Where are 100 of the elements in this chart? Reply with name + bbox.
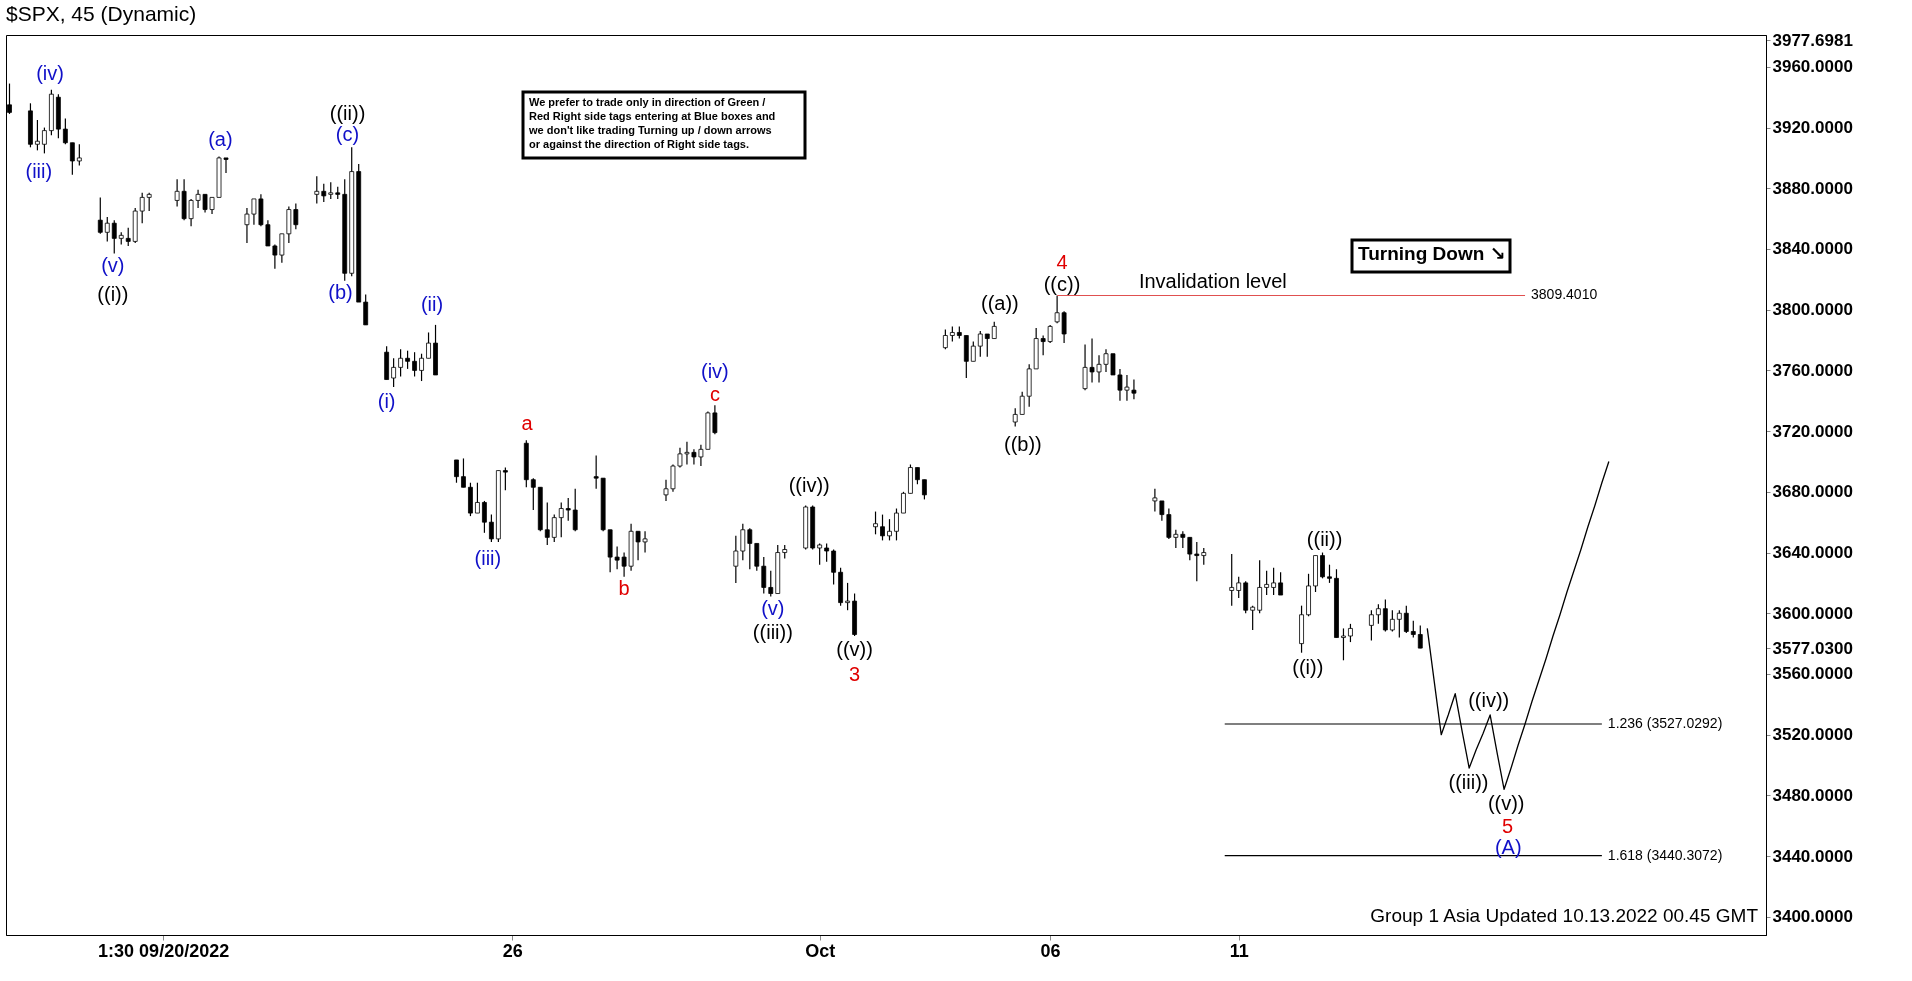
annotation: b — [618, 576, 630, 599]
candlestick — [530, 477, 536, 511]
candlestick — [1382, 598, 1388, 633]
y-tick-label: 3560.0000 — [1772, 664, 1853, 684]
y-tick-label: 3680.0000 — [1772, 482, 1853, 502]
annotation: 4 — [1056, 250, 1068, 273]
annotation: ((a)) — [980, 291, 1019, 314]
candlestick — [1327, 564, 1332, 584]
chart-title: $SPX, 45 (Dynamic) — [6, 2, 197, 26]
annotation: ((c)) — [1043, 273, 1081, 296]
annotation: (iii) — [25, 159, 53, 182]
annotation: We prefer to trade only in direction of Green / Red Right side tags entering at Blue boxes and we don't like trading Turning up / down arrows or against the direction of Right side tags. — [528, 96, 776, 150]
annotation: ((ii)) — [1306, 528, 1343, 551]
candlestick — [544, 501, 550, 546]
candlestick — [391, 357, 397, 388]
x-tick-label: 11 — [1229, 940, 1249, 961]
candlestick — [1417, 624, 1423, 649]
candlestick — [1019, 391, 1025, 416]
candlestick — [69, 142, 75, 176]
annotation: 3 — [849, 663, 861, 686]
annotation: (iv) — [701, 359, 729, 382]
ref-line-label: 3809.4010 — [1531, 286, 1598, 303]
y-tick-label: 3480.0000 — [1772, 785, 1853, 805]
candlestick — [314, 175, 320, 205]
annotation: (ii) — [420, 293, 444, 316]
annotation: Invalidation level — [1138, 270, 1287, 293]
candlestick — [558, 501, 564, 538]
y-tick-label: 3600.0000 — [1772, 603, 1853, 623]
annotation: (A) — [1494, 836, 1522, 859]
candlestick — [62, 117, 68, 145]
candlestick — [565, 497, 571, 522]
candlestick — [733, 535, 739, 584]
y-tick-label: 3800.0000 — [1772, 300, 1853, 320]
candlestick — [1229, 553, 1235, 607]
y-tick-label: 3960.0000 — [1772, 57, 1853, 77]
x-tick-label: 26 — [502, 940, 523, 961]
y-tick-label: 3577.0300 — [1772, 638, 1853, 658]
candlestick — [768, 570, 774, 598]
candlestick — [984, 333, 990, 358]
candlestick — [901, 491, 906, 514]
annotation: ((iii)) — [1448, 771, 1489, 794]
candlestick — [1250, 605, 1256, 631]
candlestick — [845, 582, 850, 611]
annotation: ((i)) — [97, 282, 129, 305]
y-tick-label: 3840.0000 — [1772, 239, 1853, 259]
ref-line-label: 1.618 (3440.3072) — [1607, 846, 1723, 863]
candlestick — [970, 340, 976, 362]
x-tick-label: Oct — [805, 940, 836, 961]
annotation: a — [521, 411, 534, 434]
candlestick — [1257, 559, 1263, 614]
annotation: Group 1 Asia Updated 10.13.2022 00.45 GMT — [1370, 905, 1759, 926]
candlestick — [454, 459, 459, 484]
annotation: (i) — [377, 390, 396, 413]
candlestick — [1369, 609, 1374, 642]
annotation: (v) — [101, 253, 125, 276]
candlestick — [1264, 570, 1270, 596]
candlestick — [1236, 576, 1242, 599]
candlestick — [426, 331, 431, 359]
annotation: ((i)) — [1292, 655, 1324, 678]
ref-line-label: 1.236 (3527.0292) — [1607, 714, 1723, 731]
y-tick-label: 3400.0000 — [1772, 907, 1853, 927]
y-tick-label: 3640.0000 — [1772, 543, 1853, 563]
candlestick — [1375, 603, 1381, 625]
y-tick-label: 3440.0000 — [1772, 846, 1853, 866]
candlestick — [747, 527, 753, 570]
x-tick-label: 1:30 09/20/2022 — [98, 940, 230, 961]
candlestick — [1278, 571, 1283, 596]
candlestick — [572, 488, 578, 532]
y-tick-label: 3520.0000 — [1772, 725, 1853, 745]
candlestick — [1341, 627, 1346, 661]
annotation: ((ii)) — [329, 101, 366, 124]
candlestick — [398, 348, 403, 378]
candlestick — [104, 216, 110, 243]
annotation: 5 — [1502, 815, 1514, 838]
candlestick — [139, 192, 145, 224]
annotation: ((iv)) — [788, 473, 830, 496]
candlestick — [942, 328, 948, 350]
candlestick — [1348, 623, 1353, 643]
candlestick — [817, 542, 823, 566]
annotation: ((v)) — [1487, 792, 1525, 815]
candlestick — [76, 143, 82, 167]
candlestick — [146, 192, 152, 212]
candlestick — [482, 500, 487, 534]
candlestick — [502, 466, 508, 491]
candlestick — [1194, 541, 1200, 582]
candlestick — [35, 119, 40, 151]
candlestick — [922, 479, 927, 501]
candlestick — [831, 548, 837, 586]
candlestick — [880, 514, 885, 541]
candlestick — [1271, 567, 1277, 596]
candlestick — [824, 542, 830, 563]
candlestick — [887, 518, 892, 541]
candlestick — [412, 351, 417, 378]
candlestick — [1320, 551, 1325, 579]
candlestick — [1396, 609, 1402, 639]
annotation: (c) — [335, 123, 360, 146]
y-tick-label: 3920.0000 — [1772, 118, 1853, 138]
annotation: Turning Down ↘ — [1358, 243, 1506, 264]
candlestick — [754, 542, 760, 572]
y-tick-label: 3720.0000 — [1772, 421, 1853, 441]
